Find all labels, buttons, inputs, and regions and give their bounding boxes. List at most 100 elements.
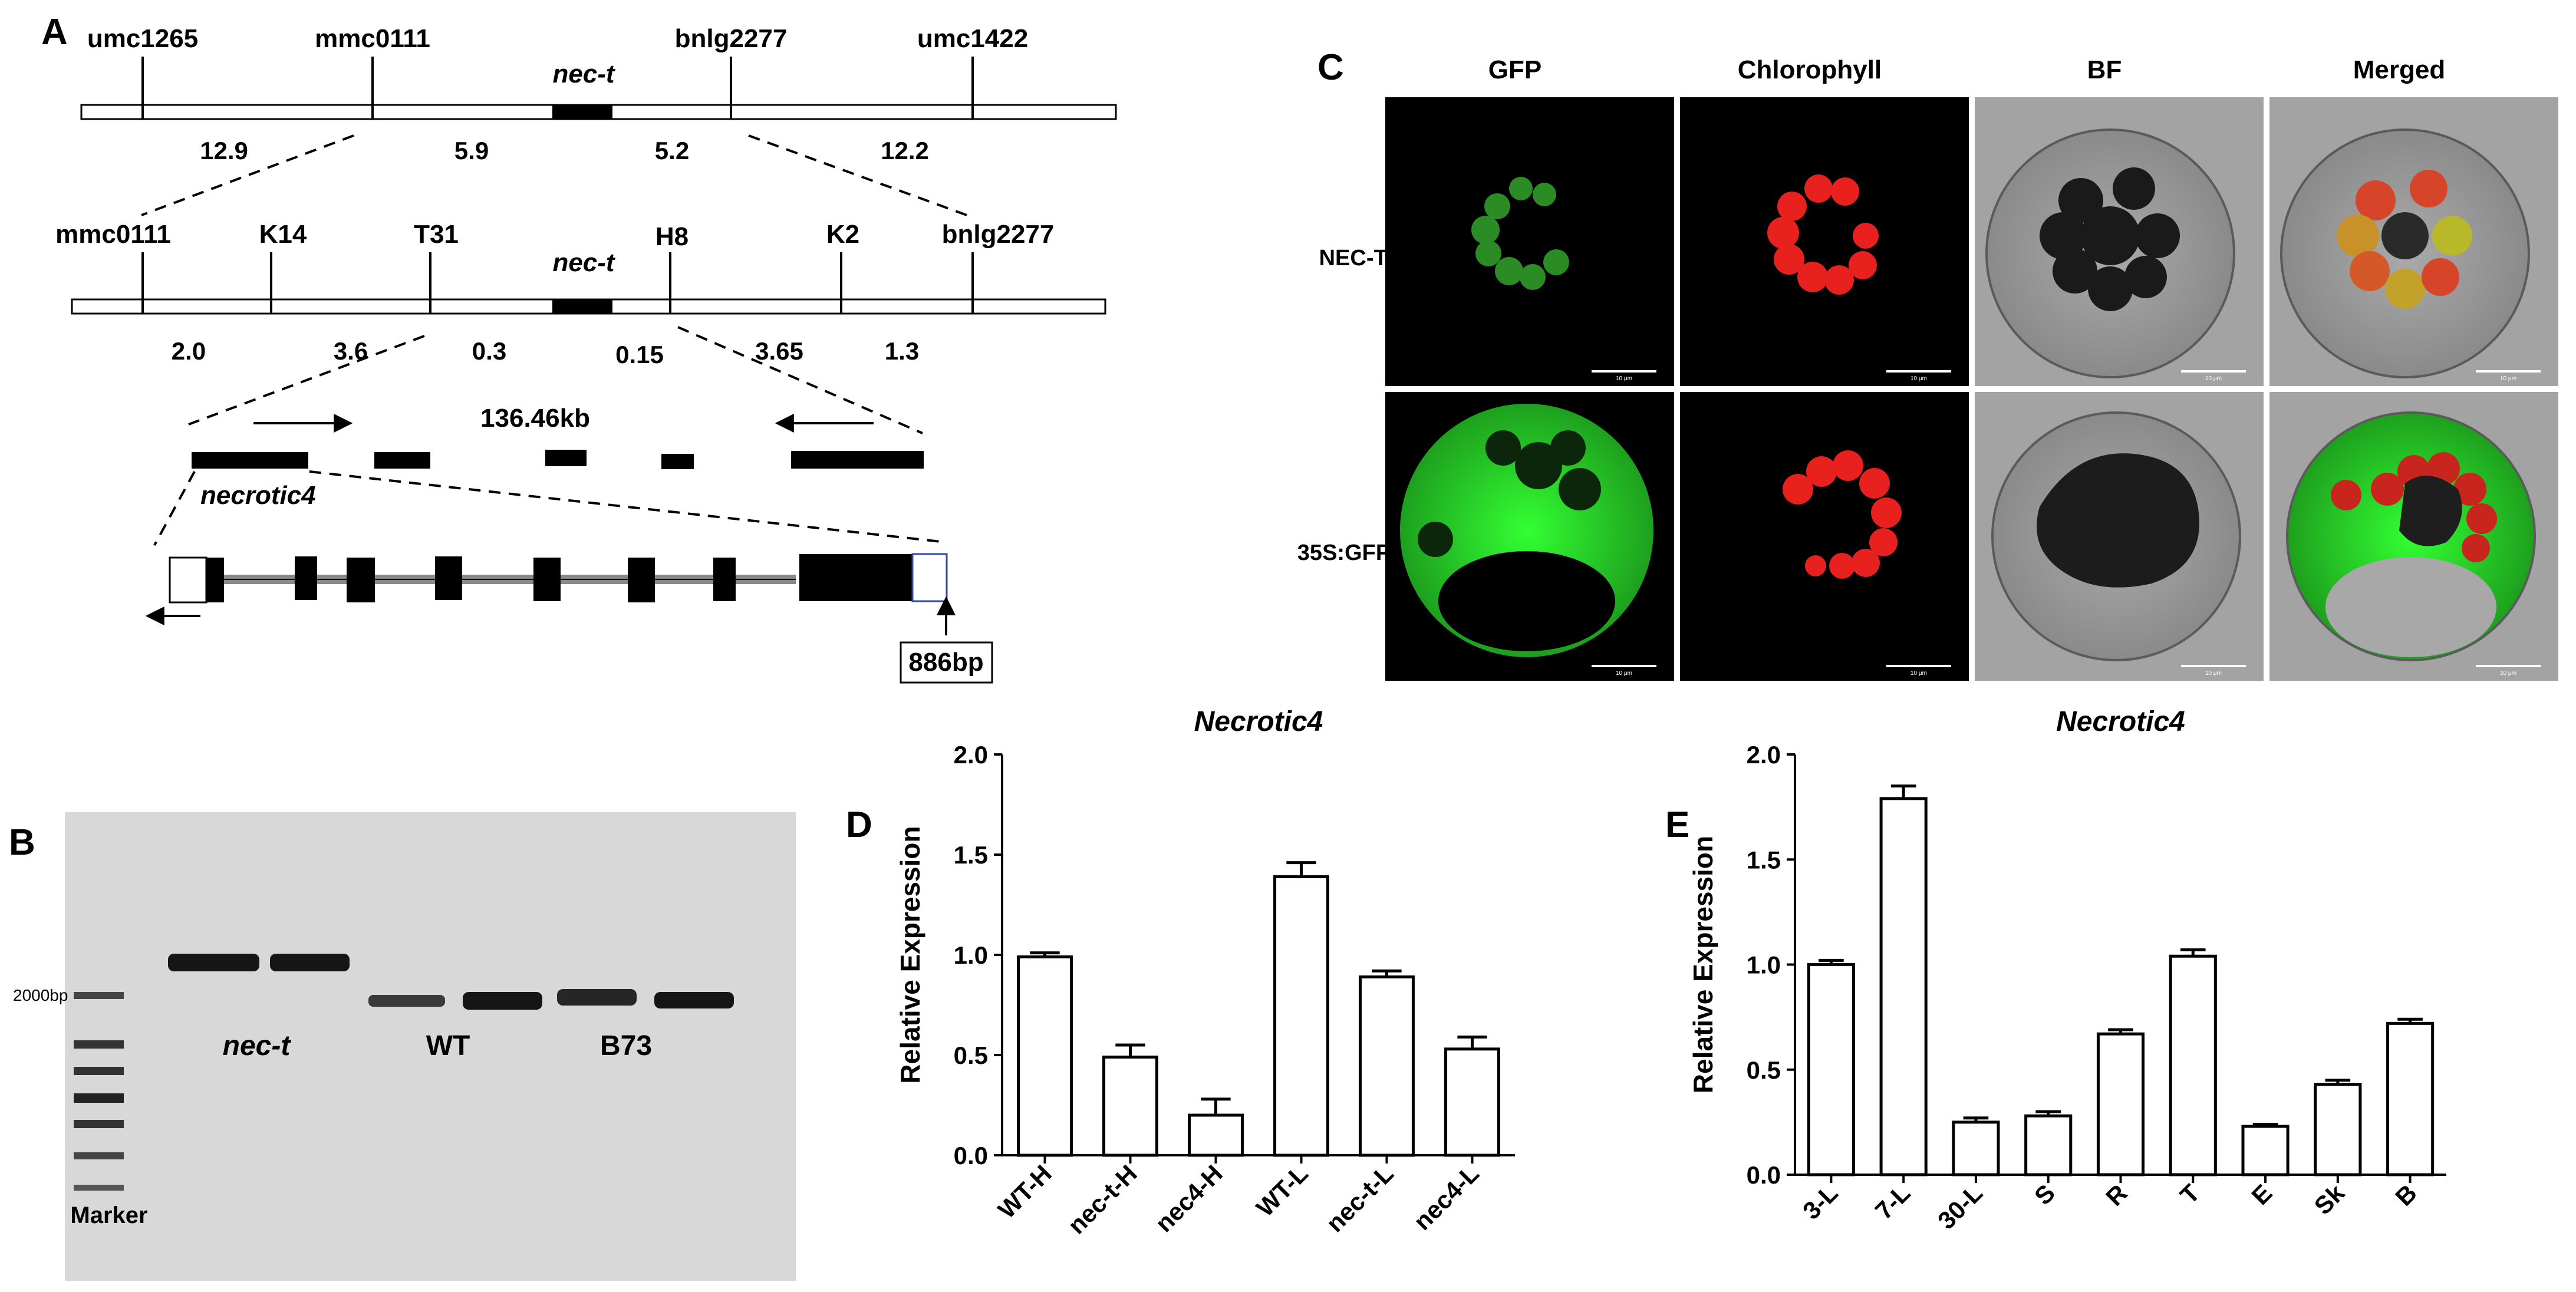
zoom-line bbox=[188, 335, 425, 426]
distance-label: 5.9 bbox=[454, 137, 489, 164]
y-tick-label: 0.0 bbox=[1747, 1161, 1781, 1189]
exon bbox=[533, 558, 561, 601]
chloroplast-gfp-cluster bbox=[1471, 177, 1569, 290]
distance-label: 2.0 bbox=[172, 337, 206, 365]
panel-a-letter: A bbox=[41, 12, 68, 52]
distance-label: 12.2 bbox=[881, 137, 929, 164]
bar bbox=[1879, 797, 1928, 1176]
bar bbox=[2314, 1083, 2362, 1176]
gel-band bbox=[463, 992, 542, 1010]
distance-label: 12.9 bbox=[200, 137, 248, 164]
bac-contig: 136.46kb necrotic4 bbox=[192, 404, 924, 510]
chloroplast-merged-cluster bbox=[2337, 170, 2472, 309]
marker-lane-label: Marker bbox=[70, 1202, 147, 1228]
ladder-band bbox=[74, 1152, 124, 1159]
zoom-line bbox=[677, 326, 923, 434]
panel-d-letter: D bbox=[846, 805, 872, 845]
exon bbox=[206, 558, 224, 602]
gel-band bbox=[368, 995, 445, 1007]
chloroplast-red-cluster bbox=[1767, 174, 1879, 295]
vacuole bbox=[1438, 551, 1615, 651]
gene-structure: 886bp bbox=[145, 553, 993, 684]
bar-chart-d: Necrotic4 0.0 0.5 1.0 1.5 2.0 Relative Express… bbox=[895, 706, 1515, 1240]
x-tick-label: nec4-L bbox=[1408, 1159, 1484, 1235]
lane-label: nec-t bbox=[223, 1030, 292, 1062]
distance-label: 0.3 bbox=[472, 337, 506, 365]
bar bbox=[2096, 1032, 2145, 1176]
scale-bar-label: 10 μm bbox=[1910, 670, 1927, 677]
scale-bar-label: 10 μm bbox=[2500, 375, 2516, 382]
chloroplast-shadow-cluster bbox=[1485, 430, 1601, 510]
marker-label: T31 bbox=[414, 220, 459, 249]
panel-b-letter: B bbox=[9, 822, 35, 863]
distance-label: 3.65 bbox=[755, 337, 803, 365]
chloroplast-shadow bbox=[1418, 522, 1453, 557]
x-tick-label: 30-L bbox=[1932, 1179, 1988, 1234]
bar bbox=[1273, 875, 1329, 1157]
gel-band bbox=[168, 954, 259, 971]
ladder-band bbox=[74, 1093, 124, 1103]
exon bbox=[295, 556, 317, 600]
gfp-image-nec-t bbox=[1385, 97, 1674, 386]
bar bbox=[2024, 1114, 2073, 1176]
nec-t-locus-2 bbox=[552, 299, 612, 314]
distance-label: 1.3 bbox=[885, 337, 919, 365]
panel-c-letter: C bbox=[1317, 47, 1344, 88]
bar bbox=[1188, 1113, 1244, 1157]
bar bbox=[1444, 1047, 1500, 1157]
bar bbox=[1807, 963, 1855, 1176]
bar bbox=[2241, 1125, 2290, 1176]
bac-clone bbox=[791, 451, 924, 469]
gene-label: nec-t bbox=[552, 248, 615, 277]
distance-label: 3.6 bbox=[334, 337, 368, 365]
ladder-band bbox=[74, 992, 124, 999]
x-tick-label: S bbox=[2029, 1179, 2060, 1210]
scale-bar-label: 10 μm bbox=[2500, 670, 2516, 677]
chlorophyll-image-35s bbox=[1680, 392, 1969, 681]
chloroplast-bf-cluster bbox=[2040, 167, 2180, 311]
vacuole bbox=[2325, 557, 2496, 657]
gel-band bbox=[557, 989, 637, 1006]
marker-label: bnlg2277 bbox=[942, 220, 1055, 249]
bar bbox=[1359, 975, 1415, 1157]
ladder-band bbox=[74, 1120, 124, 1128]
marker-label: mmc0111 bbox=[55, 220, 171, 249]
nec-t-locus-1 bbox=[552, 105, 612, 119]
y-tick-label: 1.5 bbox=[1747, 846, 1781, 874]
bar bbox=[2386, 1021, 2435, 1176]
marker-label: umc1265 bbox=[87, 24, 198, 53]
scale-bar-label: 10 μm bbox=[1616, 375, 1632, 382]
ladder-band bbox=[74, 1185, 124, 1191]
distance-label: 5.2 bbox=[655, 137, 689, 164]
y-tick-label: 0.5 bbox=[1747, 1056, 1781, 1084]
bar bbox=[2169, 954, 2217, 1176]
utr-3 bbox=[911, 553, 948, 602]
linkage-map-1: umc1265 mmc0111 bnlg2277 umc1422 nec-t 1… bbox=[80, 24, 1117, 164]
y-axis-label: Relative Expression bbox=[895, 826, 925, 1083]
insert-box bbox=[900, 641, 993, 684]
gel-shade bbox=[65, 812, 796, 1281]
y-axis-label: Relative Expression bbox=[1688, 836, 1718, 1093]
column-header: BF bbox=[2087, 55, 2122, 84]
ladder-band bbox=[74, 1040, 124, 1049]
zoom-line bbox=[153, 471, 196, 546]
utr-5 bbox=[169, 556, 207, 604]
x-tick-label: E bbox=[2246, 1179, 2277, 1210]
panel-c: C GFP Chlorophyll BF Merged NEC-T-GFP 35… bbox=[1297, 47, 2558, 681]
linkage-map-2: mmc0111 K14 T31 H8 K2 bnlg2277 nec-t 2.0… bbox=[55, 220, 1106, 368]
x-tick-label: nec4-H bbox=[1150, 1159, 1228, 1237]
y-tick-label: 1.0 bbox=[1747, 951, 1781, 979]
x-tick-label: R bbox=[2100, 1179, 2133, 1211]
exon bbox=[347, 558, 375, 602]
chart-title: Necrotic4 bbox=[1194, 706, 1323, 737]
panel-a: A umc1265 mmc0111 bnlg2277 umc1422 nec-t… bbox=[41, 12, 1117, 684]
gel-band bbox=[654, 992, 734, 1008]
panel-e-letter: E bbox=[1665, 805, 1689, 845]
x-tick-label: nec-t-L bbox=[1321, 1159, 1399, 1237]
chloroplast-dark bbox=[2399, 476, 2462, 546]
column-header: Merged bbox=[2353, 55, 2445, 84]
bar bbox=[1952, 1120, 2000, 1176]
marker-label: umc1422 bbox=[917, 24, 1028, 53]
bac-clone bbox=[661, 454, 694, 469]
scale-bar-label: 10 μm bbox=[2205, 375, 2222, 382]
